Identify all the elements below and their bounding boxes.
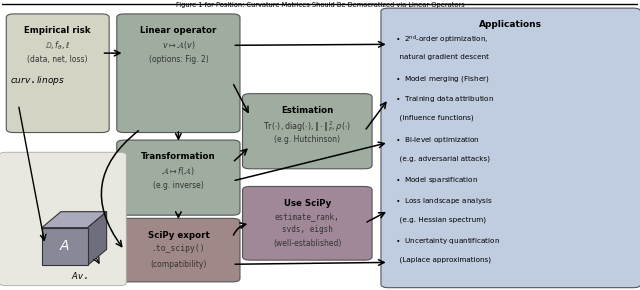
FancyBboxPatch shape (243, 94, 372, 169)
Text: $\bullet$  Bi-level optimization: $\bullet$ Bi-level optimization (395, 135, 480, 145)
Text: $\mathbb{D}, f_\theta, \ell$: $\mathbb{D}, f_\theta, \ell$ (45, 39, 70, 52)
Polygon shape (88, 212, 107, 265)
Text: Estimation: Estimation (281, 106, 333, 115)
Text: natural gradient descent: natural gradient descent (395, 54, 489, 60)
Text: $\mathcal{A} \mapsto f(\mathcal{A})$: $\mathcal{A} \mapsto f(\mathcal{A})$ (161, 165, 195, 177)
Text: $v \mapsto \mathcal{A}(v)$: $v \mapsto \mathcal{A}(v)$ (161, 39, 195, 51)
Text: (options: Fig. 2): (options: Fig. 2) (148, 55, 208, 64)
Polygon shape (42, 228, 88, 265)
Text: (data, net, loss): (data, net, loss) (28, 55, 88, 64)
Text: $A$: $A$ (59, 240, 70, 253)
FancyBboxPatch shape (116, 218, 240, 282)
Text: (e.g. Hutchinson): (e.g. Hutchinson) (275, 135, 340, 144)
Text: $Av_\circ$: $Av_\circ$ (71, 271, 88, 281)
Text: Use SciPy: Use SciPy (284, 199, 331, 208)
FancyBboxPatch shape (381, 8, 640, 288)
Text: Transformation: Transformation (141, 152, 216, 161)
Text: Linear operator: Linear operator (140, 26, 216, 35)
Text: (compatibility): (compatibility) (150, 260, 207, 269)
Text: Empirical risk: Empirical risk (24, 26, 91, 35)
Text: SciPy export: SciPy export (147, 231, 209, 240)
Text: curv$_\circ$linops: curv$_\circ$linops (10, 74, 65, 87)
Text: $\bullet$  Uncertainty quantification: $\bullet$ Uncertainty quantification (395, 236, 500, 246)
Text: (e.g. adversarial attacks): (e.g. adversarial attacks) (395, 155, 490, 162)
Text: svds, eigsh: svds, eigsh (282, 225, 333, 234)
Text: (Laplace approximations): (Laplace approximations) (395, 257, 491, 263)
FancyBboxPatch shape (6, 14, 109, 133)
Text: (e.g. Hessian spectrum): (e.g. Hessian spectrum) (395, 216, 486, 222)
Text: estimate_rank,: estimate_rank, (275, 212, 340, 221)
Text: $\bullet$  Loss landscape analysis: $\bullet$ Loss landscape analysis (395, 196, 493, 206)
Text: (influence functions): (influence functions) (395, 115, 474, 121)
Text: (well-established): (well-established) (273, 239, 342, 248)
Text: $\bullet$  Training data attribution: $\bullet$ Training data attribution (395, 94, 494, 104)
Text: $\bullet$  Model merging (Fisher): $\bullet$ Model merging (Fisher) (395, 74, 490, 84)
Text: $\bullet$  Model sparsification: $\bullet$ Model sparsification (395, 175, 478, 185)
Text: Figure 1 for Position: Curvature Matrices Should Be Democratized via Linear Oper: Figure 1 for Position: Curvature Matrice… (175, 2, 465, 8)
FancyBboxPatch shape (116, 140, 240, 215)
Text: .to_scipy(): .to_scipy() (152, 244, 205, 253)
Text: (e.g. inverse): (e.g. inverse) (153, 181, 204, 190)
Text: $\mathrm{Tr}(\cdot), \mathrm{diag}(\cdot), \|\cdot\|_F^2, \rho(\cdot)$: $\mathrm{Tr}(\cdot), \mathrm{diag}(\cdot… (263, 119, 351, 134)
FancyBboxPatch shape (0, 152, 126, 286)
FancyBboxPatch shape (116, 14, 240, 133)
FancyBboxPatch shape (243, 186, 372, 260)
Polygon shape (42, 212, 107, 228)
Text: Applications: Applications (479, 20, 542, 29)
Text: $\bullet$  2$^{\mathrm{nd}}$-order optimization,: $\bullet$ 2$^{\mathrm{nd}}$-order optimi… (395, 33, 488, 46)
